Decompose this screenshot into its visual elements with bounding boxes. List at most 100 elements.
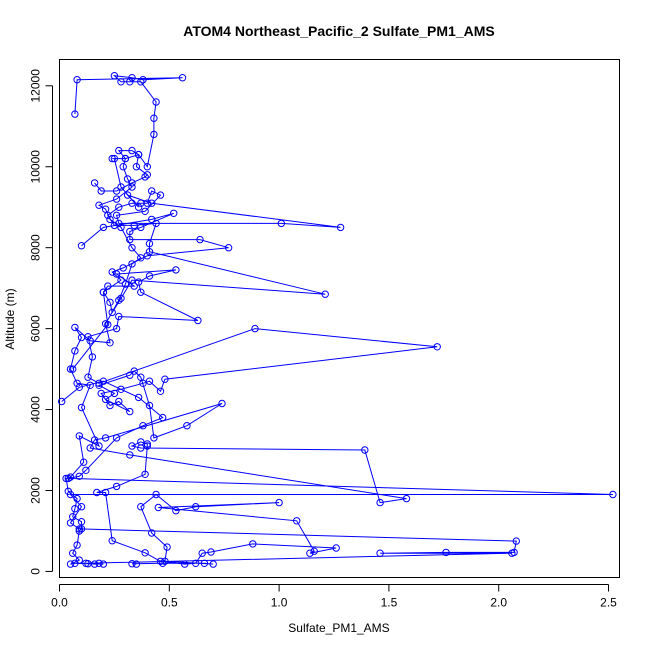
data-point (172, 507, 180, 515)
data-point (143, 199, 152, 207)
data-point (137, 503, 145, 511)
y-axis-label: Altitude (m) (3, 288, 17, 349)
data-point (275, 498, 283, 507)
y-tick-label: 10000 (29, 150, 43, 184)
data-point (93, 488, 101, 497)
data-point (207, 548, 215, 556)
data-point (336, 223, 345, 232)
data-point (117, 385, 125, 393)
data-point (108, 537, 116, 545)
data-point (99, 288, 108, 296)
data-point (128, 146, 136, 155)
data-point (86, 444, 94, 452)
data-point (192, 559, 200, 567)
data-point (126, 371, 134, 379)
data-point (143, 252, 152, 260)
data-point (433, 343, 441, 351)
data-point (132, 163, 141, 171)
data-point (112, 195, 121, 203)
data-point (73, 76, 81, 84)
data-point (75, 556, 84, 564)
data-point (130, 367, 138, 375)
data-point (110, 72, 119, 80)
data-point (134, 203, 143, 211)
data-point (101, 488, 110, 497)
data-point (80, 458, 88, 466)
data-point (148, 215, 156, 224)
data-point (97, 187, 105, 195)
data-point (106, 339, 114, 347)
data-point (115, 219, 123, 228)
data-point (99, 223, 108, 232)
data-point (66, 365, 75, 373)
data-point (209, 560, 217, 568)
y-axis: 0 2000 4000 6000 8000 10000 12000 (29, 69, 53, 575)
x-tick-label: 0.0 (51, 596, 68, 610)
data-point (90, 560, 99, 568)
data-point (77, 518, 86, 526)
x-axis: 0.0 0.5 1.0 1.5 2.0 2.5 (51, 584, 617, 610)
data-point (128, 560, 136, 568)
data-point (251, 324, 259, 333)
data-point (66, 560, 75, 568)
data-point (104, 211, 112, 220)
data-point (90, 179, 99, 187)
data-point (75, 527, 84, 535)
data-point (376, 549, 384, 557)
data-point (101, 434, 110, 442)
data-point (75, 525, 84, 533)
data-point (95, 201, 103, 209)
data-point (152, 219, 160, 228)
data-point (101, 395, 110, 404)
data-point (110, 154, 119, 163)
data-point (77, 503, 86, 511)
data-point (69, 365, 77, 373)
data-point (128, 179, 136, 187)
data-point (71, 110, 79, 118)
data-point (108, 308, 116, 317)
data-point (110, 389, 119, 398)
data-point (90, 436, 99, 444)
data-point (106, 298, 114, 306)
data-point (198, 549, 206, 557)
data-point (249, 540, 257, 548)
data-point (192, 503, 200, 511)
data-point (126, 235, 134, 244)
x-tick-label: 2.0 (490, 596, 507, 610)
data-point (361, 446, 369, 454)
data-point (99, 377, 108, 385)
data-point (134, 393, 143, 402)
data-point (163, 543, 171, 551)
data-point (224, 244, 233, 252)
data-point (161, 375, 169, 383)
data-point (609, 490, 617, 499)
data-point (119, 264, 127, 272)
data-point (69, 549, 77, 557)
data-point (77, 242, 86, 250)
data-point (75, 383, 84, 391)
x-tick-label: 0.5 (161, 596, 178, 610)
data-point (75, 432, 84, 440)
x-axis-label: Sulfate_PM1_AMS (288, 621, 389, 635)
data-point (172, 266, 180, 274)
data-point (159, 413, 167, 422)
data-point (183, 422, 191, 430)
data-point (104, 320, 112, 329)
data-point (106, 215, 114, 224)
data-point (134, 278, 143, 286)
data-point (137, 78, 145, 86)
data-point (148, 199, 156, 207)
data-point (126, 407, 134, 416)
data-point (115, 312, 123, 321)
data-point (66, 490, 75, 499)
data-point (66, 519, 75, 527)
data-point (143, 163, 152, 171)
data-point (196, 235, 204, 244)
data-point (117, 276, 125, 284)
x-tick-label: 1.0 (271, 596, 288, 610)
data-point (159, 559, 167, 567)
x-tick-label: 2.5 (600, 596, 617, 610)
data-point (148, 187, 156, 195)
y-tick-label: 6000 (29, 315, 43, 342)
data-point (117, 183, 125, 191)
